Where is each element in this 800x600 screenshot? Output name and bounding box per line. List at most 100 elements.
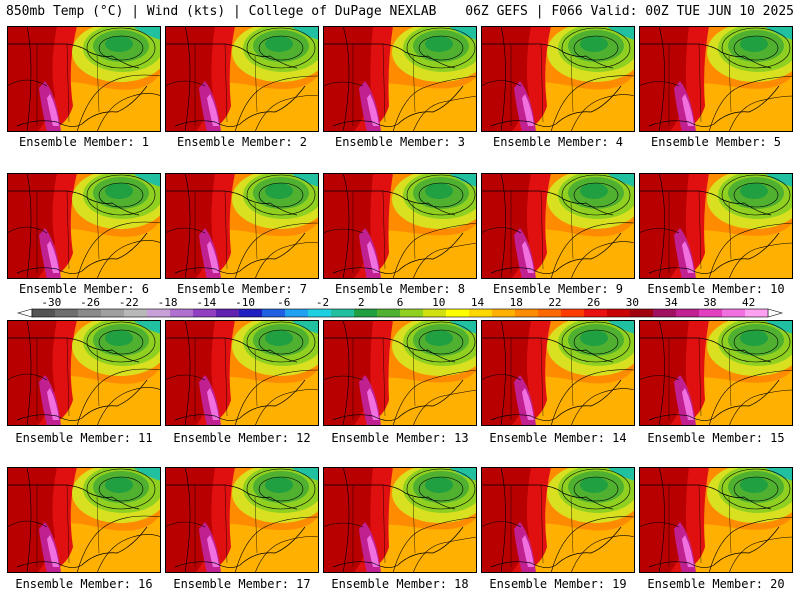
colorbar-tick-label: 2: [358, 296, 365, 309]
map-graphic: [7, 26, 161, 132]
colorbar-swatch: [699, 309, 723, 317]
ensemble-member-label: Ensemble Member: 11: [15, 431, 153, 445]
map-graphic: [7, 320, 161, 426]
colorbar-tick-label: 30: [626, 296, 639, 309]
map-graphic: [165, 26, 319, 132]
ensemble-map: [7, 320, 161, 426]
colorbar-tick-label: 10: [432, 296, 445, 309]
map-graphic: [639, 173, 793, 279]
ensemble-member-label: Ensemble Member: 5: [650, 135, 782, 149]
colorbar-tick-label: 22: [548, 296, 561, 309]
colorbar-swatch: [745, 309, 769, 317]
colorbar-swatch: [354, 309, 378, 317]
colorbar-tick-label: 42: [742, 296, 755, 309]
colorbar-max-arrow: [767, 308, 784, 318]
colorbar-swatch: [193, 309, 217, 317]
colorbar-tick-label: 34: [665, 296, 679, 309]
ensemble-member-label: Ensemble Member: 15: [647, 431, 785, 445]
ensemble-map: [7, 26, 161, 132]
map-graphic: [165, 320, 319, 426]
map-graphic: [7, 173, 161, 279]
colorbar-swatch: [423, 309, 447, 317]
colorbar-tick-label: 6: [397, 296, 404, 309]
map-graphic: [481, 320, 635, 426]
ensemble-member-label: Ensemble Member: 10: [647, 282, 785, 296]
map-graphic: [323, 320, 477, 426]
ensemble-member-label: Ensemble Member: 8: [334, 282, 466, 296]
map-graphic: [639, 467, 793, 573]
ensemble-map: [481, 467, 635, 573]
map-graphic: [639, 320, 793, 426]
colorbar-tick-label: 38: [703, 296, 716, 309]
ensemble-map: [323, 320, 477, 426]
ensemble-member-label: Ensemble Member: 9: [492, 282, 624, 296]
colorbar-tick-label: -10: [235, 296, 255, 309]
map-graphic: [165, 467, 319, 573]
colorbar-swatch: [262, 309, 286, 317]
colorbar-tick-label: -2: [316, 296, 329, 309]
ensemble-map: [165, 467, 319, 573]
map-graphic: [7, 467, 161, 573]
colorbar-swatch: [147, 309, 171, 317]
map-graphic: [323, 173, 477, 279]
colorbar-tick-label: -6: [277, 296, 290, 309]
ensemble-member-label: Ensemble Member: 19: [489, 577, 627, 591]
ensemble-member-label: Ensemble Member: 14: [489, 431, 627, 445]
ensemble-member-label: Ensemble Member: 13: [331, 431, 469, 445]
colorbar-swatch: [170, 309, 194, 317]
colorbar-swatch: [331, 309, 355, 317]
colorbar-swatch: [469, 309, 493, 317]
ensemble-map: [7, 173, 161, 279]
colorbar-tick-label: -18: [158, 296, 178, 309]
ensemble-member-label: Ensemble Member: 6: [18, 282, 150, 296]
map-graphic: [323, 467, 477, 573]
ensemble-map: [323, 26, 477, 132]
colorbar-swatch: [101, 309, 125, 317]
colorbar-swatch: [308, 309, 332, 317]
colorbar-swatch: [653, 309, 677, 317]
colorbar-swatch: [630, 309, 654, 317]
colorbar-swatch: [584, 309, 608, 317]
ensemble-map: [481, 173, 635, 279]
colorbar-swatch: [676, 309, 700, 317]
colorbar-swatch: [492, 309, 516, 317]
colorbar-tick-label: -14: [196, 296, 216, 309]
ensemble-map: [481, 26, 635, 132]
colorbar-min-arrow: [16, 308, 33, 318]
colorbar-swatch: [400, 309, 424, 317]
valid-time: 06Z GEFS | F066 Valid: 00Z TUE JUN 10 20…: [465, 4, 794, 19]
ensemble-member-label: Ensemble Member: 20: [647, 577, 785, 591]
map-graphic: [481, 26, 635, 132]
colorbar-tick-label: -26: [80, 296, 100, 309]
map-graphic: [323, 26, 477, 132]
map-graphic: [165, 173, 319, 279]
map-graphic: [481, 173, 635, 279]
map-graphic: [481, 467, 635, 573]
ensemble-member-label: Ensemble Member: 16: [15, 577, 153, 591]
colorbar-swatch: [32, 309, 56, 317]
colorbar-swatch: [377, 309, 401, 317]
colorbar-tick-label: 18: [510, 296, 523, 309]
colorbar-swatch: [515, 309, 539, 317]
colorbar-swatch: [78, 309, 102, 317]
colorbar-swatch: [124, 309, 148, 317]
colorbar-swatch: [55, 309, 79, 317]
ensemble-member-label: Ensemble Member: 18: [331, 577, 469, 591]
colorbar-swatch: [538, 309, 562, 317]
colorbar-tick-label: 14: [471, 296, 485, 309]
ensemble-map: [7, 467, 161, 573]
colorbar-swatch: [607, 309, 631, 317]
colorbar-tick-label: 26: [587, 296, 600, 309]
ensemble-map: [639, 320, 793, 426]
ensemble-map: [481, 320, 635, 426]
ensemble-map: [165, 320, 319, 426]
ensemble-map: [639, 173, 793, 279]
ensemble-member-label: Ensemble Member: 17: [173, 577, 311, 591]
ensemble-member-label: Ensemble Member: 4: [492, 135, 624, 149]
colorbar-swatch: [561, 309, 585, 317]
colorbar-swatch: [285, 309, 309, 317]
colorbar-swatch: [216, 309, 240, 317]
ensemble-member-label: Ensemble Member: 2: [176, 135, 308, 149]
map-graphic: [639, 26, 793, 132]
ensemble-member-label: Ensemble Member: 1: [18, 135, 150, 149]
